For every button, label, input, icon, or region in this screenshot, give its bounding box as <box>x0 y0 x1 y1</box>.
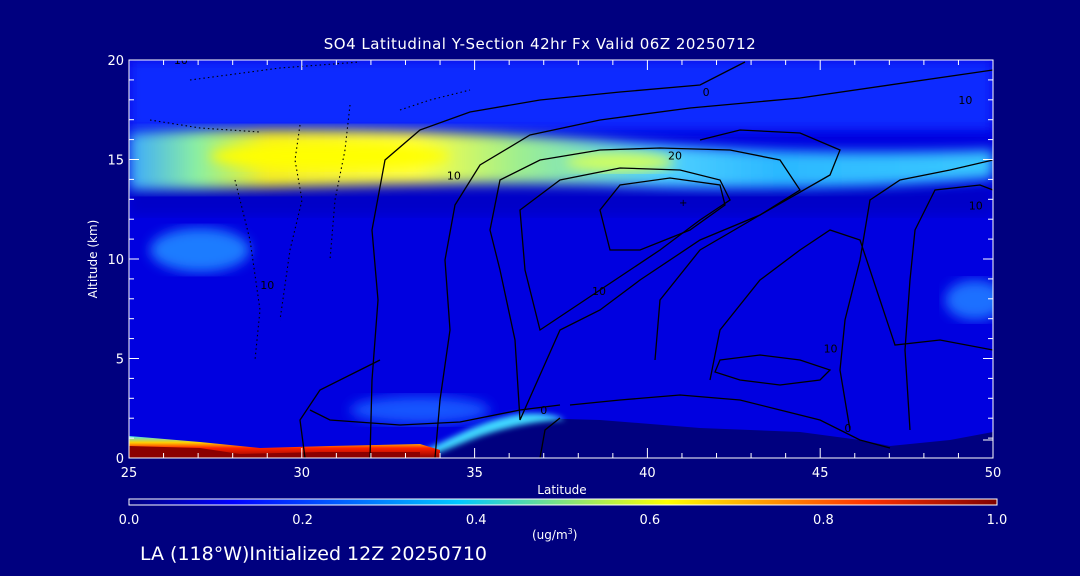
colorbar-tick-label: 0.6 <box>639 513 660 528</box>
terrain-shadow <box>420 418 993 458</box>
x-tick-label: 45 <box>812 466 829 481</box>
dotted-band <box>149 119 261 133</box>
contour-east <box>839 159 993 431</box>
x-tick-label: 40 <box>639 466 656 481</box>
contour-label: 0 <box>540 404 547 417</box>
contour-plume <box>539 417 561 458</box>
contour-inner <box>519 167 731 332</box>
colorbar-tick-label: 0.8 <box>813 513 834 528</box>
contour-20-loop <box>489 147 801 421</box>
field-dark-layer <box>129 185 993 215</box>
chart-title: SO4 Latitudinal Y-Section 42hr Fx Valid … <box>323 35 757 53</box>
units-suffix: ) <box>572 528 578 542</box>
contour-label: 10 <box>174 54 188 67</box>
contour-labels: 10 0 10 20 10 10 10 0 0 10 10 <box>174 54 983 435</box>
colorbar-frame <box>128 498 998 506</box>
colorbar-tick-label: 1.0 <box>987 513 1008 528</box>
contour-west-low <box>299 359 381 458</box>
x-axis-label: Latitude <box>537 483 586 497</box>
x-tick-label: 35 <box>466 466 483 481</box>
contour-far-east <box>904 184 993 431</box>
colorbar <box>129 499 997 505</box>
contour-0-north <box>369 61 746 458</box>
colorbar-units: (ug/m3) <box>532 527 577 542</box>
contour-label: 10 <box>260 279 274 292</box>
x-tick-label: 50 <box>985 466 1002 481</box>
y-tick-label: 20 <box>107 54 124 69</box>
units-superscript: 3 <box>567 527 573 536</box>
contour-20-outer <box>654 129 841 361</box>
contour-label: 10 <box>447 169 461 182</box>
colorbar-tick-labels: 0.0 0.2 0.4 0.6 0.8 1.0 <box>119 513 1008 528</box>
contour-lines <box>299 61 993 458</box>
contour-label: 10 <box>958 94 972 107</box>
axis-tick-labels: 25 30 35 40 45 50 0 5 10 15 20 <box>107 54 1001 481</box>
contour-10-upper <box>434 69 993 458</box>
band-core <box>210 143 450 169</box>
colorbar-tick-label: 0.4 <box>466 513 487 528</box>
mid-patch-west <box>150 228 250 272</box>
x-tick-label: 30 <box>294 466 311 481</box>
contour-label: 10 <box>969 199 983 212</box>
maximum-marker: + <box>679 198 687 209</box>
field-upper-zone <box>129 60 993 130</box>
contour-10-east <box>709 229 993 381</box>
dotted-east <box>329 104 351 261</box>
colorbar-tick-label: 0.2 <box>292 513 313 528</box>
contour-core <box>599 177 726 251</box>
axis-ticks <box>128 59 994 459</box>
low-patch <box>350 396 490 424</box>
y-tick-label: 15 <box>107 154 124 169</box>
contour-label: 0 <box>844 422 851 435</box>
surface-layer-core <box>129 446 420 458</box>
contour-low-loop <box>714 354 832 386</box>
plot-area: 10 0 10 20 10 10 10 0 0 10 10 + <box>129 54 993 458</box>
footer-caption: LA (118°W)Initialized 12Z 20250710 <box>140 543 487 565</box>
mid-patch-east <box>945 280 993 320</box>
contour-0-low <box>569 394 891 449</box>
y-tick-label: 10 <box>107 253 124 268</box>
contour-low <box>309 404 561 426</box>
contour-label: 0 <box>703 86 710 99</box>
y-tick-label: 0 <box>116 452 124 467</box>
contour-label: 20 <box>668 150 682 163</box>
dotted-top <box>189 61 361 81</box>
x-tick-label: 25 <box>121 466 138 481</box>
contour-label: 10 <box>824 343 838 356</box>
contour-label: 10 <box>592 285 606 298</box>
units-prefix: (ug/m <box>532 528 568 542</box>
y-axis-label: Altitude (km) <box>86 220 100 299</box>
dotted-west <box>234 179 261 361</box>
y-tick-label: 5 <box>116 353 124 368</box>
dotted-mid <box>279 124 303 321</box>
dotted-contour-lines <box>149 61 471 361</box>
colorbar-tick-label: 0.0 <box>119 513 140 528</box>
dotted-upper <box>399 89 471 111</box>
band-secondary-core <box>565 152 675 172</box>
